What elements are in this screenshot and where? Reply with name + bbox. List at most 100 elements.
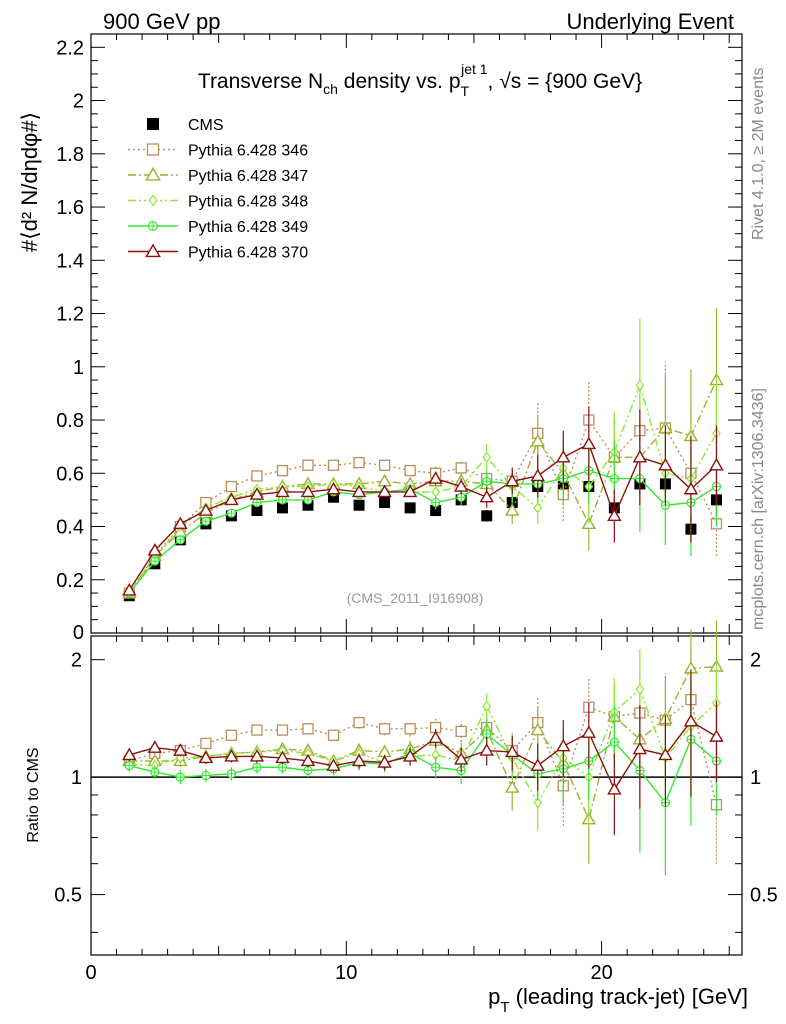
ratio-ytick-label-right: 1 — [750, 767, 761, 789]
legend-marker-p347 — [145, 166, 161, 181]
ratio-y-axis-label: Ratio to CMS — [25, 747, 42, 842]
series-line-p348 — [129, 688, 717, 805]
series-p348 — [124, 318, 721, 599]
data-point-cms — [302, 499, 314, 511]
legend-label-p349: Pythia 6.428 349 — [188, 219, 308, 236]
data-point-p346 — [225, 480, 238, 493]
data-point-p370 — [377, 755, 392, 768]
legend-marker-p346 — [146, 143, 160, 156]
ratio-ytick-label-left: 2 — [71, 650, 82, 672]
legend-marker-p370 — [145, 243, 161, 258]
title-post: , √s = {900 GeV} — [488, 70, 643, 93]
legend-entry-p348: Pythia 6.428 348 — [128, 194, 308, 211]
data-point-p348 — [482, 451, 492, 463]
data-point-p349 — [609, 737, 619, 747]
legend-label-p347: Pythia 6.428 347 — [188, 168, 308, 185]
data-point-p349 — [124, 761, 134, 771]
ratio-plot: 0.5 0.51 12 20 10 20 — [54, 620, 778, 984]
data-point-p346 — [276, 464, 289, 477]
legend-label-p348: Pythia 6.428 348 — [188, 194, 308, 211]
data-point-p349 — [175, 535, 185, 545]
header-left: 900 GeV pp — [103, 9, 220, 34]
legend-marker-p349 — [148, 221, 159, 232]
data-point-p370 — [377, 484, 392, 498]
data-point-p370 — [530, 468, 545, 482]
data-point-p370 — [122, 582, 137, 596]
main-ytick-label: 0.6 — [56, 463, 84, 485]
data-point-p348 — [533, 797, 543, 809]
data-point-p370 — [607, 508, 622, 522]
ratio-frame — [90, 635, 743, 956]
title-sub1: ch — [323, 81, 338, 97]
data-point-p370 — [632, 449, 648, 463]
x-axis-label-p: p — [488, 984, 500, 1009]
data-point-p349 — [303, 495, 313, 505]
data-point-p370 — [224, 492, 239, 506]
data-point-p347 — [377, 473, 392, 487]
data-point-p370 — [402, 484, 418, 498]
data-point-p346 — [302, 459, 314, 471]
header-right: Underlying Event — [566, 9, 734, 34]
series-p347 — [122, 620, 724, 864]
data-point-p349 — [175, 772, 185, 782]
series-line-p348 — [128, 383, 718, 594]
data-point-p370 — [351, 753, 367, 767]
data-point-p370 — [683, 481, 699, 495]
series-line-p347 — [128, 379, 718, 594]
data-point-p348 — [482, 700, 492, 712]
data-point-p370 — [428, 730, 443, 744]
data-point-p370 — [147, 543, 163, 556]
data-point-p370 — [147, 740, 163, 753]
data-point-p346 — [404, 723, 416, 735]
data-point-p346 — [378, 459, 391, 471]
series-line-p346 — [129, 698, 718, 805]
data-point-p346 — [327, 459, 340, 471]
main-ytick-label: 1.6 — [56, 197, 84, 219]
main-ytick-label: 1.4 — [56, 250, 84, 272]
data-point-p347 — [530, 433, 545, 447]
analysis-watermark: (CMS_2011_I916908) — [347, 590, 484, 606]
legend-marker-cms — [147, 118, 159, 130]
series-line-p346 — [128, 418, 718, 594]
data-point-p370 — [275, 750, 290, 764]
data-point-p349 — [226, 769, 237, 779]
series-p346 — [123, 653, 723, 864]
data-point-p370 — [198, 503, 214, 516]
series-line-p349 — [128, 469, 717, 594]
main-plot: 0.2 0.4 0.6 0.8 1 1.2 1.4 1.6 1.8 2 2.2 0 — [56, 33, 743, 644]
data-point-p349 — [431, 497, 441, 508]
data-point-p347 — [505, 503, 520, 516]
series-cms — [123, 471, 722, 602]
data-point-p370 — [709, 729, 724, 742]
data-point-p347 — [505, 780, 520, 793]
data-point-cms — [379, 497, 391, 509]
data-point-p370 — [300, 484, 316, 498]
series-line-p347 — [129, 665, 717, 822]
xtick-label: 20 — [590, 962, 612, 984]
series-p349 — [124, 425, 722, 598]
series-p348 — [124, 649, 721, 831]
series-p370 — [122, 669, 724, 836]
data-point-p370 — [224, 749, 239, 762]
series-p346 — [123, 361, 723, 599]
legend-entry-p349: Pythia 6.428 349 — [128, 219, 308, 236]
data-point-p370 — [300, 753, 316, 767]
main-ytick-label: 2 — [73, 91, 84, 113]
data-point-p348 — [533, 502, 543, 514]
data-point-p370 — [453, 479, 469, 492]
data-point-p370 — [479, 743, 494, 756]
data-point-p370 — [581, 436, 597, 450]
data-point-p349 — [201, 516, 211, 526]
ratio-ytick-label-right: 0.5 — [750, 885, 778, 907]
data-point-p347 — [530, 722, 545, 736]
main-ytick-label-zero: 0 — [73, 622, 84, 644]
data-point-p370 — [658, 457, 673, 471]
series-p349 — [124, 682, 722, 876]
legend-entry-p346: Pythia 6.428 346 — [128, 143, 308, 160]
main-ytick-label: 1.8 — [56, 144, 84, 166]
y-axis-label: #⟨d² N/dηdφ#⟩ — [17, 112, 42, 252]
data-point-p370 — [683, 713, 699, 727]
data-point-p346 — [455, 462, 467, 474]
title-pre: Transverse N — [198, 70, 323, 93]
data-point-p370 — [122, 747, 137, 761]
